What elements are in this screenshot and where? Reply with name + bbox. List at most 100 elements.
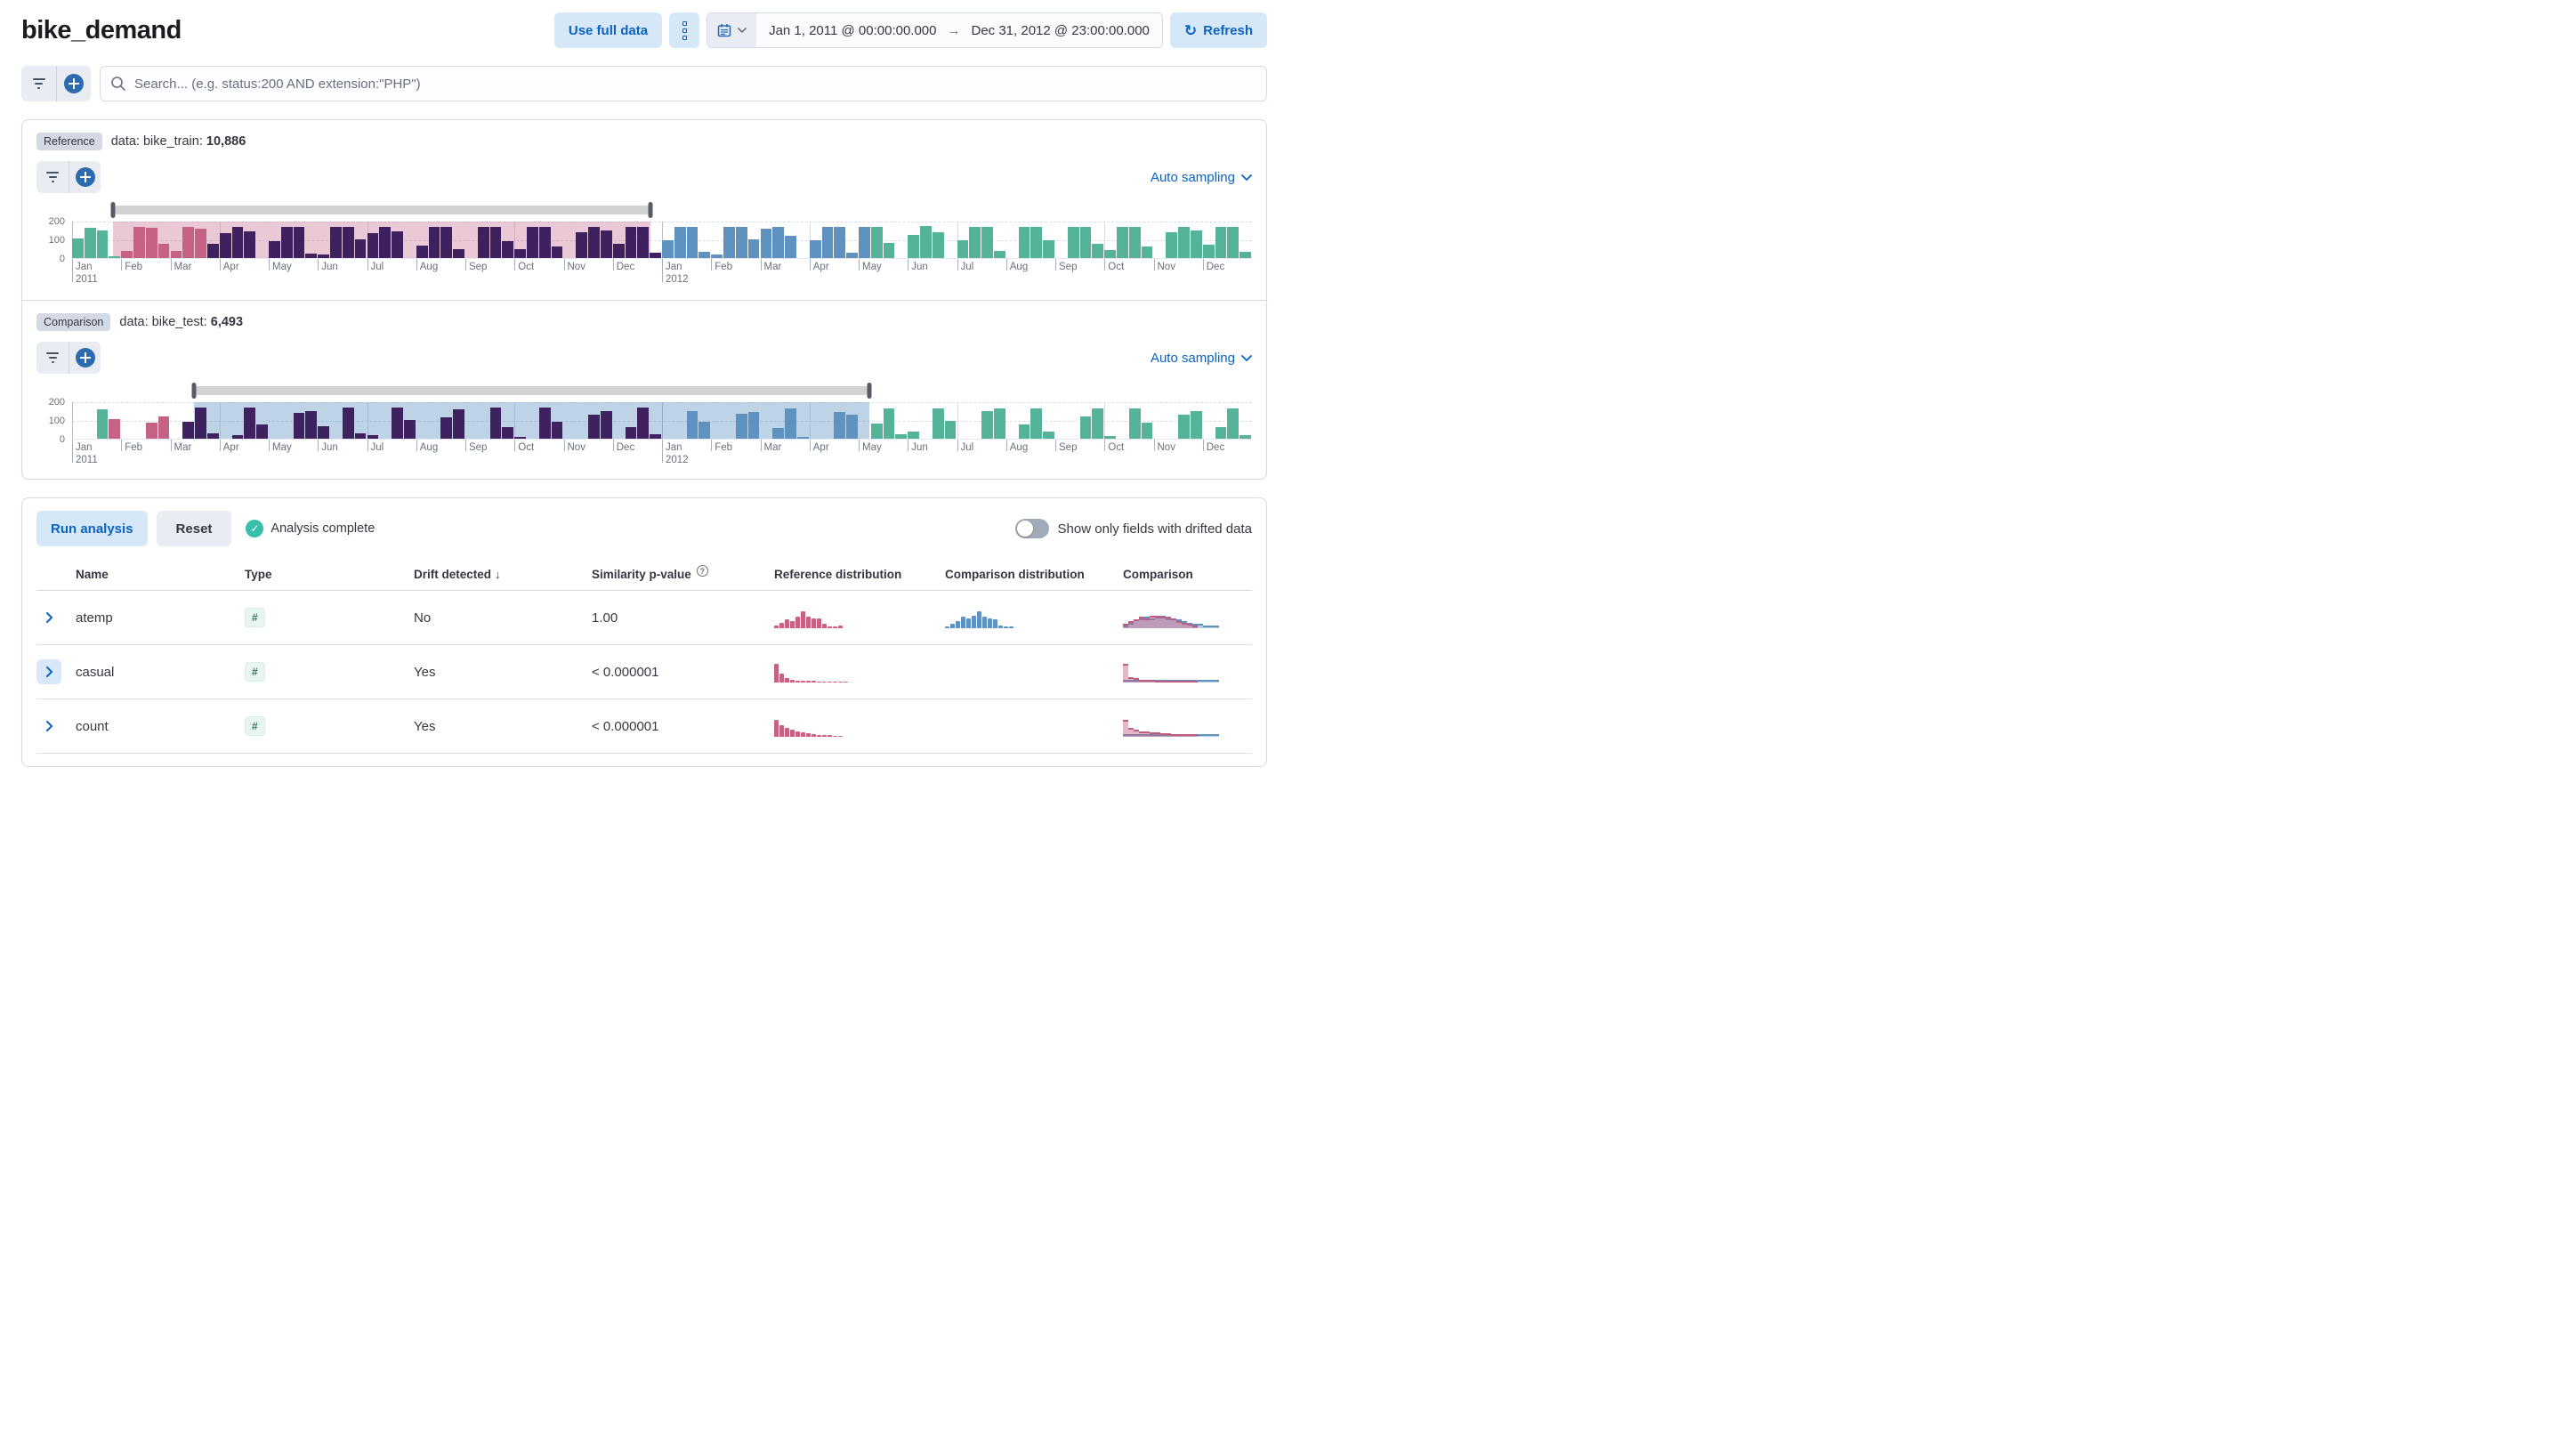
comparison-overlay-chart [1123, 715, 1223, 737]
expand-row-button[interactable] [36, 659, 61, 684]
histogram-bar [1018, 227, 1030, 258]
time-axis: Jan 2011 Feb Mar Apr May Jun Jul Aug Sep Oct Nov Dec… [72, 259, 1252, 286]
histogram-bar [785, 408, 796, 439]
field-name: count [76, 718, 109, 734]
run-analysis-button[interactable]: Run analysis [36, 511, 148, 546]
drifted-only-toggle[interactable] [1014, 519, 1049, 538]
histogram-bar [1141, 423, 1153, 439]
plus-icon [64, 74, 84, 93]
analysis-controls: Run analysis Reset ✓ Analysis complete S… [36, 511, 1252, 546]
comparison-histogram[interactable]: 200 100 0 Jan 2011 Feb Mar Apr May Jun Jul Aug Sep Oc… [36, 383, 1252, 466]
histogram-bar [133, 227, 145, 258]
comparison-distribution-chart [945, 661, 1123, 683]
histogram-bar [551, 422, 563, 439]
histogram-bar [625, 227, 637, 258]
histogram-bar [231, 434, 244, 439]
drag-dots-icon[interactable] [669, 12, 700, 48]
histogram-bar [1018, 424, 1030, 439]
brush-handle[interactable] [867, 383, 872, 399]
histogram-bar [870, 227, 883, 258]
field-name: atemp [76, 610, 113, 626]
histogram-bar [686, 410, 699, 439]
histogram-bar [256, 424, 268, 439]
histogram-bar [1030, 408, 1043, 439]
date-quick-select[interactable] [707, 13, 757, 47]
reference-histogram[interactable]: 200 100 0 Jan 2011 Feb Mar Apr May Jun Jul Aug Sep Oc… [36, 202, 1252, 286]
time-brush[interactable] [72, 202, 1252, 218]
reference-sampling-menu[interactable]: Auto sampling [1151, 170, 1252, 185]
histogram-bar [1240, 251, 1251, 258]
histogram-bar [330, 227, 342, 258]
refresh-icon: ↻ [1183, 21, 1198, 39]
chevron-right-icon [46, 721, 52, 731]
histogram-bar [157, 244, 170, 258]
reference-distribution-chart [774, 715, 945, 737]
expand-row-button[interactable] [36, 605, 61, 630]
filter-button[interactable] [36, 342, 69, 374]
histogram-bar [354, 432, 367, 439]
histogram-bar [182, 227, 195, 258]
histogram-bar [244, 407, 256, 439]
date-start[interactable]: Jan 1, 2011 @ 00:00:00.000 [769, 22, 937, 38]
comparison-doc-count: 6,493 [210, 315, 244, 329]
histogram-bar [686, 227, 699, 258]
col-name[interactable]: Name [76, 568, 109, 581]
histogram-bar [392, 230, 403, 258]
histogram-bar [1092, 244, 1104, 258]
histogram-bar [367, 434, 379, 439]
histogram-bar [600, 230, 612, 258]
histogram-bar [846, 252, 858, 258]
search-input[interactable] [100, 66, 1267, 101]
brush-handle[interactable] [648, 202, 653, 218]
histogram-bar [145, 228, 157, 258]
histogram-bar [367, 232, 379, 258]
histogram-bar [932, 231, 944, 258]
histogram-bar [637, 227, 650, 258]
histogram-bar [392, 407, 403, 439]
histogram-bar [96, 230, 109, 258]
brush-track[interactable] [193, 386, 870, 395]
histogram-bar [318, 254, 330, 258]
search-bar-row [21, 66, 1267, 101]
histogram-bar [735, 227, 747, 258]
comparison-sampling-menu[interactable]: Auto sampling [1151, 351, 1252, 366]
histogram-bar [612, 244, 625, 258]
histogram-bar [453, 248, 464, 258]
date-picker[interactable]: Jan 1, 2011 @ 00:00:00.000 → Dec 31, 201… [707, 12, 1163, 48]
histogram-bar [182, 422, 195, 439]
histogram-bar [1215, 427, 1227, 439]
filter-button[interactable] [36, 161, 69, 193]
histogram-bar [883, 243, 895, 258]
time-brush[interactable] [72, 383, 1252, 399]
date-end[interactable]: Dec 31, 2012 @ 23:00:00.000 [971, 22, 1150, 38]
brush-handle[interactable] [191, 383, 197, 399]
filter-button[interactable] [21, 66, 56, 101]
histogram-bar [723, 227, 735, 258]
histogram-bar [1178, 414, 1190, 439]
histogram-bar [920, 226, 932, 258]
histogram-bar [1215, 227, 1227, 258]
add-filter-button[interactable] [69, 161, 101, 193]
histogram-bar [588, 227, 600, 258]
drift-detected: Yes [414, 718, 436, 734]
filter-icon [46, 352, 59, 363]
brush-track[interactable] [113, 206, 650, 214]
use-full-data-button[interactable]: Use full data [553, 12, 663, 48]
histogram-bar [219, 232, 231, 258]
histogram-bar [305, 410, 318, 439]
col-type[interactable]: Type [245, 568, 272, 581]
histogram-bar [1079, 416, 1092, 439]
histogram-bar [1227, 408, 1240, 439]
brush-handle[interactable] [110, 202, 116, 218]
col-drift[interactable]: Drift detected ↓ [414, 568, 501, 581]
expand-row-button[interactable] [36, 714, 61, 739]
col-pvalue[interactable]: Similarity p-value? [592, 565, 774, 581]
doc-count-plot [72, 402, 1252, 440]
histogram-bar [1190, 410, 1202, 439]
add-filter-button[interactable] [56, 66, 91, 101]
histogram-bar [772, 428, 785, 439]
date-range[interactable]: Jan 1, 2011 @ 00:00:00.000 → Dec 31, 201… [756, 13, 1162, 47]
refresh-button[interactable]: ↻ Refresh [1169, 12, 1267, 48]
add-filter-button[interactable] [69, 342, 101, 374]
reset-button[interactable]: Reset [156, 511, 232, 546]
